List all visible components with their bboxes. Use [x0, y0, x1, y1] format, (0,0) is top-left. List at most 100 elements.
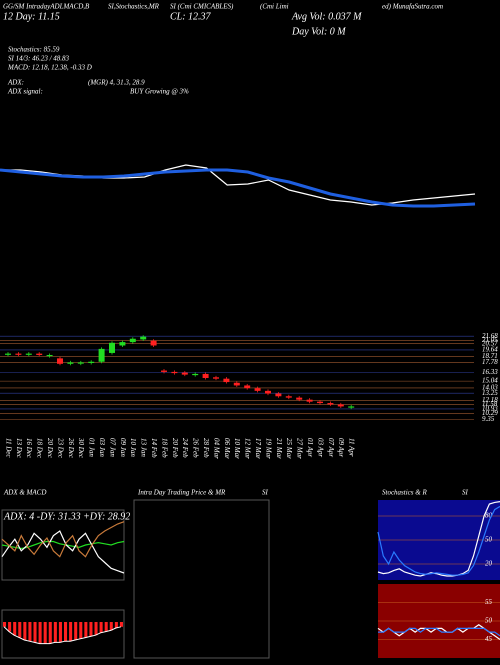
- x-tick-label: 06 Mar: [223, 438, 231, 459]
- x-tick-label: 07 Jan: [108, 438, 116, 457]
- bar: [23, 622, 27, 640]
- candle: [161, 370, 167, 372]
- bar: [28, 622, 32, 642]
- y-tick-label: 16.33: [482, 368, 498, 376]
- macd-line: [3, 626, 122, 645]
- y-tick-label: 19.64: [482, 346, 498, 354]
- x-tick-label: 16 Dec: [25, 438, 33, 459]
- panel-title: ADX & MACD: [3, 489, 46, 497]
- panel-border: [1, 609, 125, 659]
- y-tick-label: 80: [485, 512, 493, 520]
- x-tick-label: 19 Mar: [264, 438, 272, 459]
- candle: [140, 336, 147, 340]
- candle: [150, 340, 157, 346]
- x-tick-label: 26 Feb: [192, 438, 200, 458]
- x-tick-label: 10 Jan: [129, 438, 137, 457]
- bar: [79, 622, 83, 639]
- y-tick-label: 18.71: [482, 352, 498, 360]
- header-text: SI (Cmi CMICABLES): [170, 3, 234, 11]
- y-tick-label: 9.35: [482, 415, 495, 423]
- x-tick-label: 17 Mar: [254, 438, 262, 459]
- line-series: [1, 521, 125, 558]
- bar: [43, 622, 47, 644]
- candle: [129, 338, 136, 343]
- panel-title: SI: [262, 489, 269, 497]
- candle: [88, 361, 95, 363]
- panel-title: SI: [462, 489, 469, 497]
- line-series: [377, 501, 500, 577]
- y-tick-label: 45: [485, 635, 493, 643]
- candle: [275, 393, 282, 397]
- x-tick-label: 27 Mar: [296, 438, 304, 459]
- x-tick-label: 03 Jan: [98, 438, 106, 457]
- x-tick-label: 18 Dec: [36, 438, 44, 459]
- candle: [265, 390, 271, 394]
- stat: MACD: 12.18, 12.38, -0.33 D: [7, 64, 92, 72]
- line-series: [1, 530, 125, 574]
- x-tick-label: 14 Feb: [150, 438, 158, 458]
- y-tick-label: 20: [485, 560, 493, 568]
- bar: [109, 622, 113, 631]
- y-tick-label: 50: [485, 536, 493, 544]
- x-tick-label: 26 Dec: [67, 438, 75, 459]
- header-text: ed) MunafaSutra.com: [382, 3, 443, 11]
- x-tick-label: 24 Feb: [181, 438, 189, 458]
- stat: Stochastics: 85.59: [8, 46, 60, 54]
- y-tick-label: 13.25: [482, 389, 498, 397]
- candle: [46, 354, 53, 357]
- stat: BUY Growing @ 3%: [130, 88, 189, 96]
- candle: [67, 362, 74, 364]
- x-tick-label: 12 Mar: [244, 438, 252, 459]
- x-tick-label: 03 Apr: [316, 438, 324, 457]
- candle: [25, 353, 32, 355]
- x-tick-label: 23 Dec: [56, 438, 64, 459]
- bar: [3, 622, 7, 627]
- bar: [18, 622, 22, 638]
- line-series: [377, 623, 500, 640]
- x-tick-label: 21 Mar: [275, 438, 283, 459]
- y-tick-label: 10.29: [482, 409, 498, 417]
- candle: [244, 385, 251, 389]
- line-series: [1, 540, 125, 550]
- x-tick-label: 10 Mar: [233, 438, 241, 459]
- candle: [192, 373, 199, 376]
- y-tick-label: 10.93: [482, 405, 498, 413]
- x-tick-label: 04 Mar: [212, 438, 220, 459]
- bar: [58, 622, 62, 643]
- bar: [64, 622, 68, 642]
- stat: ADX signal:: [7, 88, 43, 96]
- bar: [53, 622, 57, 643]
- bar: [99, 622, 103, 633]
- candle: [254, 388, 261, 391]
- candle: [36, 353, 43, 355]
- x-tick-label: 20 Feb: [171, 438, 179, 458]
- intraday-panel: [133, 499, 270, 659]
- x-tick-label: 09 Jan: [119, 438, 127, 457]
- bar: [114, 622, 118, 628]
- bar: [94, 622, 98, 636]
- y-tick-label: 17.78: [482, 358, 498, 366]
- bar: [104, 622, 108, 632]
- x-tick-label: 01 Apr: [306, 438, 314, 457]
- bar: [33, 622, 37, 643]
- bar: [13, 622, 17, 636]
- y-tick-label: 21.05: [482, 336, 498, 344]
- candle: [77, 362, 84, 364]
- candle: [337, 404, 344, 407]
- panel-title: Stochastics & R: [382, 489, 427, 497]
- line-series: [0, 168, 476, 208]
- candle: [285, 396, 292, 398]
- candle: [348, 406, 355, 408]
- bar: [69, 622, 73, 642]
- y-tick-label: 12.18: [482, 396, 498, 404]
- candle: [317, 401, 323, 404]
- stat: SI 14/3: 46.23 / 48.83: [8, 55, 70, 63]
- x-tick-label: 28 Feb: [202, 438, 210, 458]
- x-tick-label: 07 Apr: [327, 438, 335, 457]
- x-tick-label: 13 Jan: [140, 438, 148, 457]
- candle: [15, 353, 22, 355]
- candle: [181, 372, 188, 375]
- avg-volume: Avg Vol: 0.037 M: [291, 11, 362, 22]
- day-volume: Day Vol: 0 M: [291, 26, 346, 37]
